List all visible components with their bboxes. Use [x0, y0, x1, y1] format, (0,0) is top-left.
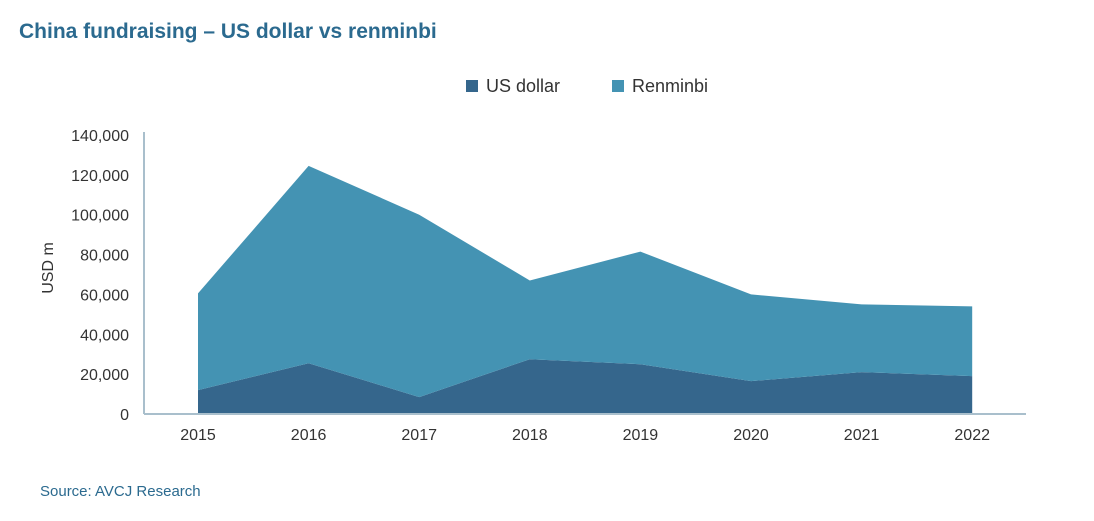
source-note: Source: AVCJ Research [40, 483, 201, 500]
legend-swatch [612, 80, 624, 92]
legend-label: US dollar [486, 76, 560, 96]
x-tick-label: 2022 [954, 427, 990, 444]
y-tick-label: 60,000 [80, 287, 129, 304]
series-areas [197, 165, 973, 414]
x-tick-labels: 2015 2016 2017 2018 2019 2020 2021 2022 [180, 427, 990, 444]
x-tick-label: 2021 [844, 427, 880, 444]
legend-label: Renminbi [632, 76, 708, 96]
x-tick-label: 2016 [291, 427, 327, 444]
y-tick-label: 120,000 [71, 168, 129, 185]
x-tick-label: 2018 [512, 427, 548, 444]
x-tick-label: 2017 [401, 427, 437, 444]
legend-swatch [466, 80, 478, 92]
x-tick-label: 2019 [623, 427, 659, 444]
area-renminbi [198, 165, 973, 398]
chart-title: China fundraising – US dollar vs renminb… [19, 20, 437, 43]
area-us-dollar [198, 359, 973, 414]
y-tick-label: 80,000 [80, 248, 129, 265]
legend-item-renminbi: Renminbi [612, 76, 708, 96]
y-tick-label: 100,000 [71, 208, 129, 225]
y-tick-labels: 0 20,000 40,000 60,000 80,000 100,000 120,000 1… [71, 128, 129, 424]
y-tick-label: 40,000 [80, 327, 129, 344]
y-tick-label: 20,000 [80, 367, 129, 384]
x-tick-label: 2020 [733, 427, 769, 444]
y-tick-label: 0 [120, 407, 129, 424]
axes [143, 132, 1026, 415]
legend: US dollar Renminbi [466, 76, 708, 96]
x-tick-label: 2015 [180, 427, 216, 444]
y-tick-label: 140,000 [71, 128, 129, 145]
legend-item-us-dollar: US dollar [466, 76, 560, 96]
y-axis-label: USD m [40, 242, 57, 294]
